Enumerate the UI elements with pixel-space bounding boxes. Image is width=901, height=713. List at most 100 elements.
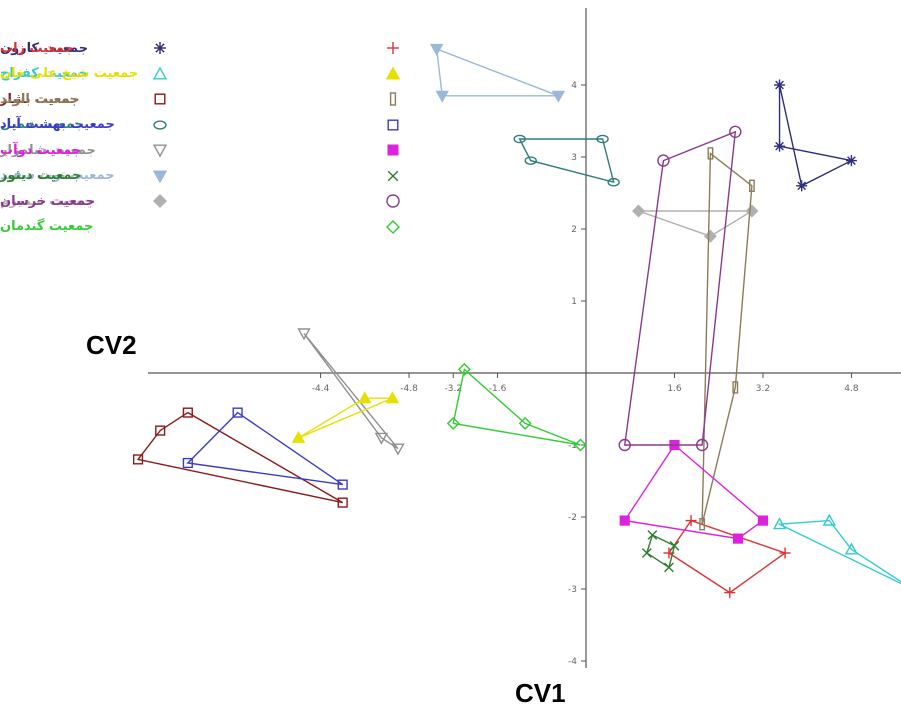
x-axis-label: CV1	[515, 678, 566, 708]
data-point	[796, 180, 808, 192]
legend-label: جمعیت حمیل	[0, 117, 85, 132]
data-point	[699, 518, 706, 531]
series-hull	[435, 47, 559, 97]
chart-axes: -4.4 -4.8 -3.2 -1.6 1.6 3.2 4.8 4 3 2 1 -1 -2 -3 -4	[148, 8, 901, 668]
series-10	[699, 147, 755, 531]
legend-label: جمعیت کارون	[0, 40, 89, 56]
data-point	[772, 517, 787, 530]
legend-marker	[387, 170, 399, 181]
legend-item: جمعیت شلمزار	[0, 139, 138, 161]
data-point	[618, 438, 631, 452]
data-point	[664, 562, 674, 573]
legend-label: جمعیت شلمزار	[0, 142, 96, 158]
legend-marker	[387, 144, 399, 156]
data-point	[291, 430, 306, 443]
data-point	[732, 381, 739, 394]
legend-item: جمعیت دیثور	[0, 165, 360, 187]
legend-label: جمعیت زاب	[0, 40, 75, 56]
series-hull	[452, 368, 581, 446]
legend-label: جمعیت کفراج	[0, 66, 88, 81]
data-point	[641, 548, 652, 558]
x-tick-label: -4.4	[312, 384, 330, 394]
data-point	[385, 391, 400, 404]
legend-label: جمعیت شیخ علی خان	[0, 66, 139, 81]
legend-label: جمعیت بهشت آباد	[0, 117, 115, 132]
data-point	[845, 155, 857, 167]
legend-item: جمعیت شیخ علی خان	[0, 63, 360, 85]
y-tick-label: -4	[568, 657, 577, 667]
series-3	[132, 407, 348, 508]
legend-marker	[386, 219, 400, 234]
data-point	[435, 90, 449, 103]
y-tick-label: -2	[568, 513, 577, 523]
data-point	[232, 407, 243, 418]
y-tick-label: 1	[571, 297, 577, 307]
legend-marker	[152, 169, 168, 183]
legend-item: جمعیت خرسان	[0, 190, 360, 212]
data-point	[695, 438, 709, 452]
x-tick-label: 1.6	[667, 384, 682, 394]
legend-marker	[154, 42, 166, 54]
data-point	[774, 79, 786, 91]
data-point	[358, 391, 372, 404]
series-6	[430, 43, 566, 103]
data-point	[513, 134, 526, 144]
data-point	[391, 443, 405, 456]
series-8	[663, 515, 791, 599]
series-9	[291, 391, 400, 443]
legend-item: جمعیت کفراج	[0, 63, 138, 85]
data-point	[774, 140, 786, 152]
legend-marker	[387, 42, 399, 54]
data-point	[632, 204, 646, 218]
legend-item: جمعیت حمیل	[0, 114, 138, 136]
y-tick-label: 2	[571, 225, 577, 235]
data-point	[724, 587, 736, 599]
legend-marker	[153, 119, 167, 130]
data-point	[374, 432, 389, 445]
series-7	[632, 204, 759, 243]
data-point	[518, 416, 532, 430]
series-13	[641, 530, 680, 573]
data-point	[657, 154, 670, 167]
legend-item: جمعیت الوند	[0, 88, 360, 110]
legend-marker	[387, 118, 399, 131]
legend-label: جمعیت بشار	[0, 91, 80, 107]
legend-item: جمعیت دوآب	[0, 139, 360, 161]
legend-label: جمعیت گندمان	[0, 219, 94, 234]
legend-item: جمعیت کارون	[0, 37, 138, 59]
legend-label: جمعیت سمیرم	[0, 193, 94, 209]
data-point	[430, 43, 444, 56]
y-axis-label: CV2	[86, 330, 137, 360]
data-point	[155, 425, 166, 436]
legend-item: جمعیت زاب	[0, 37, 360, 59]
data-point	[337, 497, 348, 508]
legend-item: جمعیت سمیرم	[0, 190, 138, 212]
data-point	[647, 530, 658, 540]
data-point	[732, 533, 744, 544]
x-tick-label: 3.2	[756, 384, 770, 394]
data-point	[596, 134, 609, 144]
series-hull	[623, 130, 737, 446]
data-point	[132, 454, 144, 465]
data-point	[457, 362, 471, 376]
series-11	[182, 407, 348, 490]
legend-marker	[385, 66, 401, 80]
legend-marker	[152, 144, 168, 158]
data-point	[703, 229, 717, 243]
series-1	[774, 79, 857, 192]
series-hull	[303, 332, 399, 450]
x-tick-label: 4.8	[844, 384, 859, 394]
legend-label: جمعیت توت سفید	[0, 168, 115, 183]
data-point	[745, 204, 759, 218]
series-5	[297, 328, 405, 456]
data-point	[446, 416, 460, 430]
legend-item: جمعیت بشار	[0, 88, 138, 110]
series-hull	[701, 151, 753, 525]
data-point	[707, 147, 714, 160]
data-point	[551, 90, 566, 103]
series-2	[772, 513, 901, 585]
data-point	[757, 515, 769, 526]
legend-label: جمعیت دوآب	[0, 142, 82, 158]
series-14	[618, 125, 742, 452]
y-tick-label: -3	[568, 585, 577, 595]
